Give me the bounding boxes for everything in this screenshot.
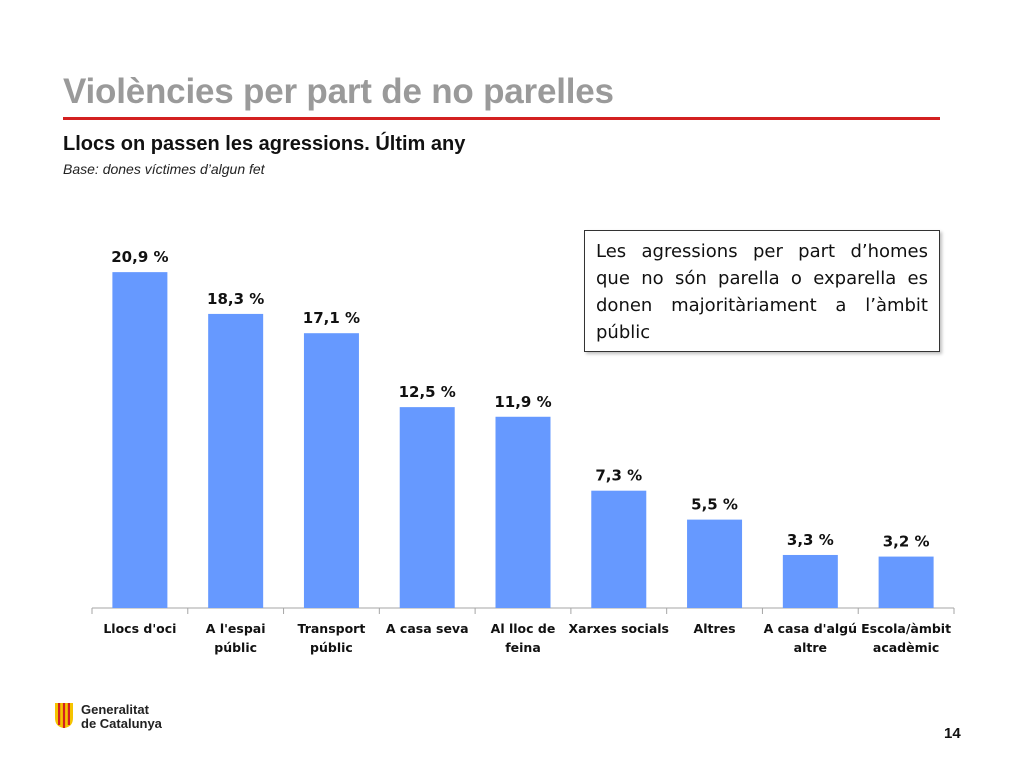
slide-title: Violències per part de no parelles <box>63 72 614 111</box>
bar-5 <box>495 416 551 608</box>
data-label-9: 3,2 % <box>883 533 930 551</box>
category-label-4: A casa seva <box>386 621 469 636</box>
bar-6 <box>591 490 647 608</box>
category-label-1: Llocs d'oci <box>103 621 176 636</box>
data-label-5: 11,9 % <box>494 393 551 411</box>
bar-3 <box>303 333 359 608</box>
bar-7 <box>687 519 743 608</box>
data-label-8: 3,3 % <box>787 531 834 549</box>
category-label-2: A l'espai públic <box>206 621 266 655</box>
catalan-shield-icon <box>55 703 73 728</box>
category-label-3: Transport públic <box>298 621 366 655</box>
callout-box: Les agressions per part d’homes que no s… <box>584 230 940 352</box>
logo-wordmark: Generalitat de Catalunya <box>81 703 162 731</box>
data-label-2: 18,3 % <box>207 290 264 308</box>
logo-line-1: Generalitat <box>81 702 149 717</box>
data-label-3: 17,1 % <box>303 309 360 327</box>
data-label-4: 12,5 % <box>399 383 456 401</box>
chart-subtitle: Llocs on passen les agressions. Últim an… <box>63 133 466 155</box>
bar-1 <box>112 272 168 608</box>
category-label-7: Altres <box>694 621 736 636</box>
title-underline <box>63 117 940 120</box>
category-label-5: Al lloc de feina <box>491 621 556 655</box>
page-number: 14 <box>944 725 961 742</box>
logo-line-2: de Catalunya <box>81 716 162 731</box>
generalitat-logo: Generalitat de Catalunya <box>54 702 194 732</box>
bar-2 <box>208 313 264 608</box>
callout-text: Les agressions per part d’homes que no s… <box>596 241 928 343</box>
data-label-1: 20,9 % <box>111 248 168 266</box>
data-label-7: 5,5 % <box>691 496 738 514</box>
base-note: Base: dones víctimes d’algun fet <box>63 161 265 177</box>
bar-4 <box>399 407 455 608</box>
category-label-9: Escola/àmbit acadèmic <box>861 621 951 655</box>
data-label-6: 7,3 % <box>595 467 642 485</box>
category-label-8: A casa d'algú altre <box>764 621 857 655</box>
bar-9 <box>878 556 934 608</box>
bar-8 <box>782 554 838 608</box>
category-label-6: Xarxes socials <box>569 621 669 636</box>
